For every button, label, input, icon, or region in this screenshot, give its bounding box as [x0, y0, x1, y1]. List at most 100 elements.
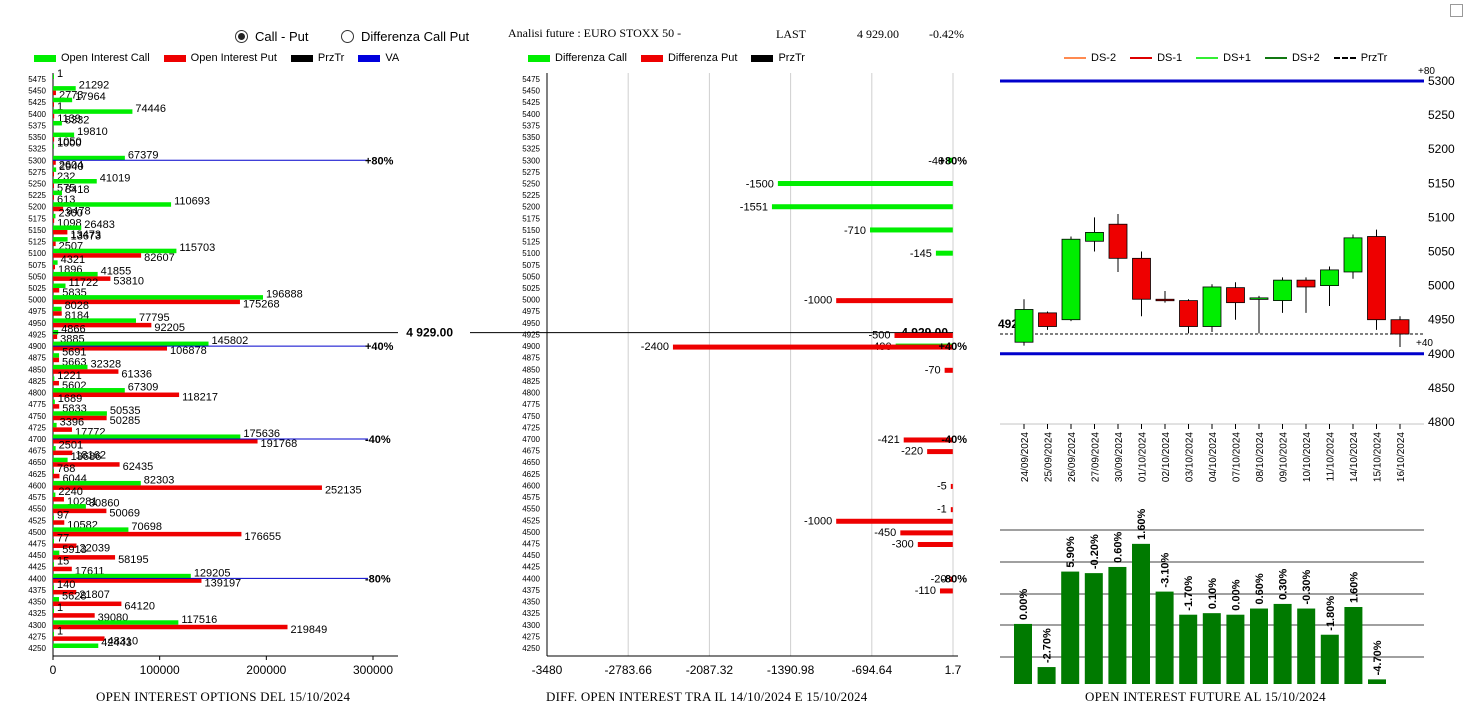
put-value-label: 176655	[244, 531, 281, 543]
candle-down	[1390, 319, 1410, 335]
strike-label: 5075	[522, 261, 540, 270]
strike-label: 5175	[28, 214, 46, 223]
call-value-label: 15	[57, 556, 69, 568]
call-diff-bar	[771, 204, 953, 210]
call-value-label: 11722	[69, 277, 99, 289]
put-value-label: 1050	[57, 136, 81, 148]
date-label: 24/09/2024	[1020, 432, 1031, 482]
call-value-label: 145802	[212, 335, 249, 347]
call-bar	[53, 550, 60, 556]
legend-swatch	[163, 54, 186, 62]
call-value-label: 5691	[62, 347, 86, 359]
call-value-label: 2300	[58, 207, 82, 219]
strike-label: 4975	[522, 307, 540, 316]
diff-value-label: -40	[928, 155, 944, 167]
strike-label: 4950	[28, 319, 46, 328]
strike-label: 4550	[522, 505, 540, 514]
call-bar	[53, 318, 136, 323]
strike-label: 5350	[522, 133, 540, 142]
put-bar	[53, 113, 55, 119]
put-value-label: 106878	[170, 345, 207, 357]
strike-label: 4450	[522, 551, 540, 560]
strike-label: 5475	[28, 75, 46, 84]
strike-label: 4275	[522, 632, 540, 641]
date-label: 30/09/2024	[1114, 432, 1125, 482]
put-bar	[53, 322, 152, 328]
oi-bar	[1202, 613, 1221, 684]
call-bar	[53, 109, 133, 114]
legend-swatch	[1130, 57, 1153, 59]
date-label: 15/10/2024	[1373, 432, 1384, 482]
radio-call-put-label: Call - Put	[255, 29, 309, 44]
strike-label: 4900	[28, 342, 46, 351]
put-value-label: 139197	[204, 577, 241, 589]
strike-label: 5325	[28, 145, 46, 154]
diff-value-label: -145	[910, 248, 932, 260]
va-label: -80%	[365, 573, 391, 585]
strike-label: 4575	[28, 493, 46, 502]
date-label: 11/10/2024	[1326, 432, 1337, 482]
put-bar	[53, 392, 180, 398]
radio-differenza[interactable]: Differenza Call Put	[341, 29, 469, 44]
oi-pct-label: 0.00%	[1230, 579, 1242, 610]
strike-label: 4325	[28, 609, 46, 618]
call-value-label: 768	[57, 463, 75, 475]
legend-swatch	[290, 54, 313, 62]
legend-label: VA	[385, 52, 400, 64]
strike-label: 4500	[522, 528, 540, 537]
strike-label: 4925	[522, 330, 540, 339]
date-label: 27/09/2024	[1091, 432, 1102, 482]
call-value-label: 1	[57, 68, 63, 80]
strike-label: 5050	[28, 272, 46, 281]
put-bar	[53, 171, 54, 177]
strike-label: 5200	[522, 203, 540, 212]
strike-label: 4725	[522, 423, 540, 432]
legend-label: DS+2	[1291, 52, 1320, 64]
call-value-label: 13686	[71, 451, 102, 463]
call-bar	[53, 353, 60, 358]
put-bar	[53, 241, 56, 247]
call-bar	[53, 97, 73, 103]
oi-pct-label: -0.20%	[1089, 534, 1101, 569]
legend-label: Open Interest Call	[61, 52, 150, 64]
legend-swatch	[640, 54, 663, 62]
strike-label: 4750	[28, 412, 46, 421]
radio-call-put[interactable]: Call - Put	[235, 29, 308, 44]
call-bar	[53, 446, 56, 451]
strike-label: 4700	[522, 435, 540, 444]
strike-label: 4775	[28, 400, 46, 409]
legend-item: PrzTr	[751, 52, 805, 64]
strike-label: 5300	[28, 156, 46, 165]
oi-pct-label: -4.70%	[1372, 640, 1384, 675]
strike-label: 4975	[28, 307, 46, 316]
strike-label: 5425	[28, 98, 46, 107]
y-tick-label: 5050	[1428, 245, 1455, 259]
call-bar	[53, 190, 62, 196]
oi-pct-label: 5.90%	[1065, 536, 1077, 567]
put-diff-bar	[927, 449, 953, 455]
put-value-label: 50285	[110, 415, 141, 427]
put-diff-bar	[917, 541, 953, 547]
legend-item: VA	[358, 52, 399, 64]
legend-swatch	[1064, 57, 1086, 59]
window-corner-box[interactable]	[1450, 4, 1463, 17]
call-value-label: 42443	[101, 637, 132, 649]
strike-label: 4450	[28, 551, 46, 560]
put-bar	[53, 276, 111, 281]
oi-bar	[1368, 679, 1386, 684]
call-bar	[53, 248, 177, 254]
put-value-label: 13473	[70, 229, 101, 241]
put-bar	[53, 508, 107, 514]
date-label: 04/10/2024	[1208, 432, 1219, 482]
call-bar	[53, 643, 99, 648]
caption-left: OPEN INTEREST OPTIONS DEL 15/10/2024	[96, 689, 351, 704]
call-value-label: 13673	[71, 231, 102, 243]
call-bar	[53, 295, 264, 300]
put-diff-bar	[894, 332, 953, 338]
put-value-label: 61336	[121, 368, 152, 380]
call-diff-bar	[777, 181, 953, 187]
strike-label: 5275	[28, 168, 46, 177]
diff-value-label: -1500	[746, 179, 774, 191]
put-bar	[53, 334, 58, 339]
call-value-label: 110693	[174, 196, 210, 208]
